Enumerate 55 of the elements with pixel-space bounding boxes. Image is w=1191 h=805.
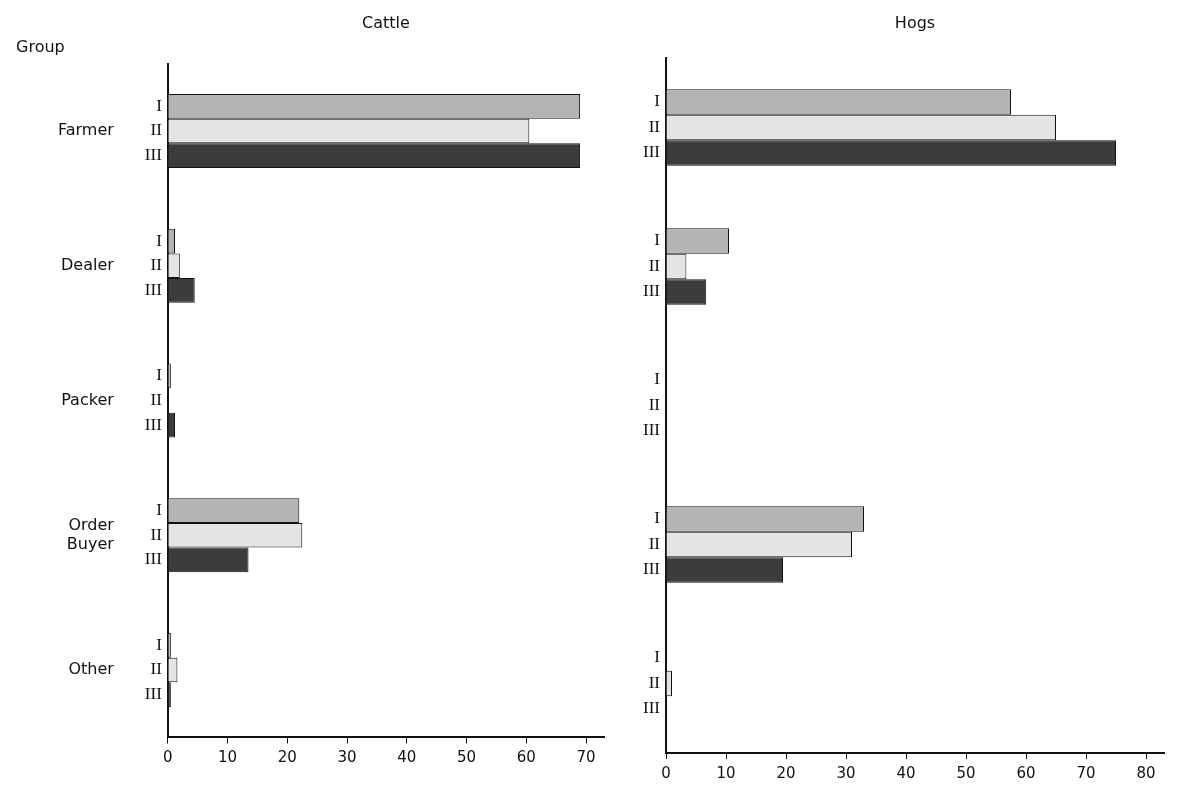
- series-label: III: [144, 145, 163, 165]
- y-tick-label: Packer: [61, 389, 115, 409]
- text: I: [654, 230, 660, 250]
- text: I: [156, 230, 162, 250]
- series-label: III: [643, 142, 661, 162]
- text: III: [144, 684, 162, 704]
- chart-title: Cattle: [362, 13, 410, 32]
- text: III: [643, 559, 660, 579]
- text: II: [150, 524, 162, 544]
- series-label: II: [150, 120, 163, 140]
- text: II: [648, 533, 660, 553]
- x-tick-label: 0: [163, 748, 173, 767]
- text: I: [156, 365, 162, 385]
- x-tick-label: 50: [457, 748, 477, 767]
- x-tick-label: 30: [836, 763, 856, 782]
- text: II: [648, 672, 660, 692]
- x-tick-label: 40: [896, 763, 916, 782]
- text: I: [156, 500, 162, 520]
- text: II: [150, 389, 162, 409]
- x-tick-label: 0: [661, 763, 671, 782]
- y-axis-title: Group: [16, 37, 65, 56]
- x-tick-label: 10: [716, 763, 736, 782]
- y-tick-label: Order Buyer: [66, 514, 115, 554]
- text: I: [654, 647, 660, 667]
- text: I: [156, 634, 162, 654]
- x-tick-label: 60: [516, 748, 536, 767]
- series-label: I: [654, 91, 661, 111]
- text: I: [654, 508, 660, 528]
- series-label: II: [648, 116, 661, 136]
- text: III: [643, 420, 660, 440]
- y-tick-label: Dealer: [61, 254, 115, 274]
- text: II: [648, 255, 660, 275]
- x-tick-label: 20: [776, 763, 796, 782]
- text: III: [144, 279, 162, 299]
- series-label: I: [156, 95, 163, 115]
- text: III: [144, 414, 162, 434]
- x-tick-label: 40: [397, 748, 417, 767]
- x-tick-label: 60: [1016, 763, 1036, 782]
- text: II: [150, 255, 162, 275]
- text: III: [643, 281, 660, 301]
- text: II: [648, 394, 660, 414]
- text: II: [150, 659, 162, 679]
- x-tick-label: 30: [337, 748, 357, 767]
- text: I: [654, 369, 660, 389]
- x-tick-label: 20: [277, 748, 297, 767]
- y-tick-label: Other: [68, 659, 115, 679]
- x-tick-label: 70: [576, 748, 596, 767]
- text: III: [643, 698, 660, 718]
- x-tick-label: 50: [956, 763, 976, 782]
- text: III: [144, 549, 162, 569]
- y-tick-label: Farmer: [58, 120, 115, 140]
- x-tick-label: 70: [1076, 763, 1096, 782]
- x-tick-label: 80: [1136, 763, 1156, 782]
- chart-title: Hogs: [894, 13, 936, 32]
- x-tick-label: 10: [218, 748, 238, 767]
